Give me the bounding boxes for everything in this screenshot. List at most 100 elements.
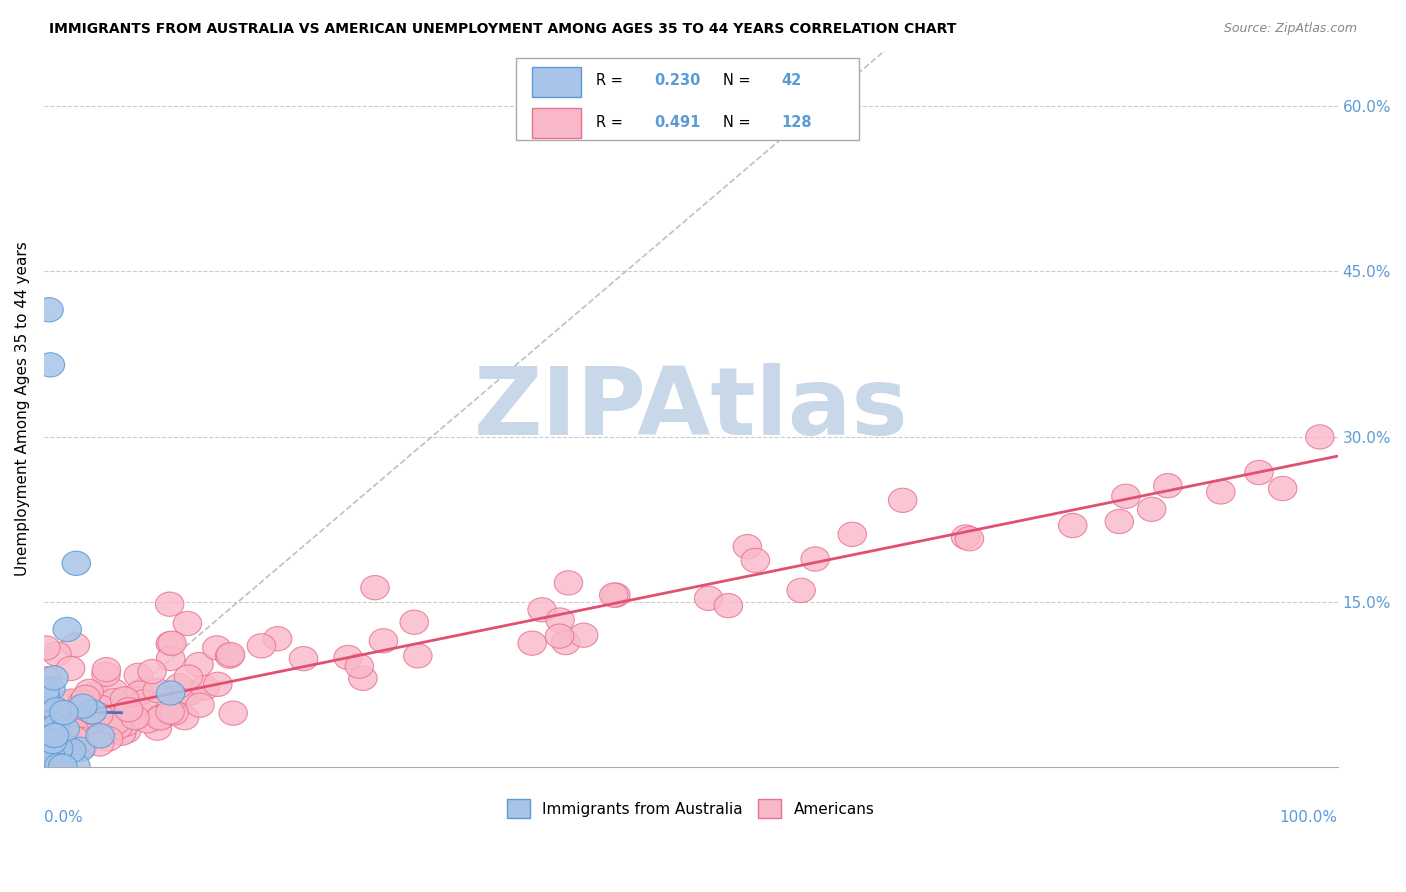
Ellipse shape — [124, 663, 153, 688]
Ellipse shape — [35, 298, 63, 322]
Ellipse shape — [361, 575, 389, 599]
Ellipse shape — [176, 681, 204, 705]
Ellipse shape — [69, 694, 97, 718]
Ellipse shape — [801, 547, 830, 571]
Ellipse shape — [156, 632, 184, 656]
Ellipse shape — [53, 729, 82, 753]
Ellipse shape — [42, 698, 70, 722]
Ellipse shape — [41, 723, 69, 747]
Ellipse shape — [63, 726, 91, 750]
Ellipse shape — [80, 722, 110, 747]
Ellipse shape — [955, 526, 984, 551]
Ellipse shape — [134, 709, 162, 733]
Ellipse shape — [45, 737, 73, 761]
Ellipse shape — [399, 610, 429, 634]
Ellipse shape — [60, 719, 89, 743]
Ellipse shape — [1137, 497, 1166, 522]
Text: 0.491: 0.491 — [655, 115, 702, 129]
Ellipse shape — [37, 352, 65, 377]
Ellipse shape — [76, 700, 105, 724]
Ellipse shape — [202, 636, 231, 660]
Ellipse shape — [695, 586, 723, 610]
Ellipse shape — [44, 739, 72, 764]
Text: 100.0%: 100.0% — [1279, 810, 1337, 825]
Ellipse shape — [191, 675, 219, 700]
Ellipse shape — [32, 731, 60, 755]
Ellipse shape — [32, 716, 60, 740]
Ellipse shape — [39, 710, 67, 734]
Ellipse shape — [35, 696, 63, 720]
Ellipse shape — [714, 593, 742, 618]
Ellipse shape — [53, 617, 82, 641]
Ellipse shape — [67, 705, 96, 729]
Ellipse shape — [58, 739, 86, 763]
Bar — [516, 58, 859, 140]
Text: R =: R = — [596, 115, 628, 129]
Ellipse shape — [49, 700, 79, 724]
Ellipse shape — [344, 654, 374, 678]
Ellipse shape — [138, 659, 166, 684]
Ellipse shape — [156, 700, 184, 724]
Ellipse shape — [143, 716, 172, 740]
Ellipse shape — [349, 666, 377, 690]
Text: 42: 42 — [782, 73, 801, 88]
Ellipse shape — [129, 690, 157, 714]
Text: 0.230: 0.230 — [655, 73, 702, 88]
Ellipse shape — [62, 754, 90, 779]
Ellipse shape — [94, 721, 122, 745]
Ellipse shape — [39, 739, 67, 764]
Ellipse shape — [404, 644, 432, 668]
Legend: Immigrants from Australia, Americans: Immigrants from Australia, Americans — [501, 793, 880, 824]
Ellipse shape — [333, 645, 363, 670]
Ellipse shape — [86, 731, 114, 756]
Ellipse shape — [517, 631, 547, 656]
Ellipse shape — [34, 731, 62, 755]
Ellipse shape — [42, 642, 72, 666]
Ellipse shape — [219, 701, 247, 725]
Ellipse shape — [38, 730, 67, 754]
Ellipse shape — [45, 747, 73, 771]
Ellipse shape — [32, 733, 60, 757]
Ellipse shape — [184, 652, 214, 677]
Ellipse shape — [42, 714, 70, 739]
Ellipse shape — [34, 718, 63, 742]
Ellipse shape — [32, 726, 60, 750]
Ellipse shape — [215, 644, 243, 668]
Ellipse shape — [599, 583, 628, 607]
Ellipse shape — [37, 733, 65, 757]
Ellipse shape — [107, 721, 136, 746]
Ellipse shape — [160, 701, 188, 725]
Ellipse shape — [93, 657, 121, 681]
Ellipse shape — [103, 710, 131, 734]
Ellipse shape — [91, 662, 120, 687]
Ellipse shape — [104, 715, 132, 739]
Ellipse shape — [125, 681, 153, 706]
Ellipse shape — [111, 712, 139, 737]
Ellipse shape — [569, 624, 598, 648]
Ellipse shape — [45, 754, 73, 778]
Ellipse shape — [146, 706, 174, 731]
Ellipse shape — [52, 736, 80, 760]
Ellipse shape — [838, 522, 866, 547]
Ellipse shape — [35, 749, 63, 774]
Ellipse shape — [69, 732, 97, 756]
Ellipse shape — [204, 673, 232, 697]
Ellipse shape — [52, 734, 80, 758]
Ellipse shape — [32, 727, 60, 751]
Ellipse shape — [87, 696, 115, 720]
Ellipse shape — [1206, 480, 1234, 504]
Ellipse shape — [1268, 476, 1296, 500]
Ellipse shape — [156, 592, 184, 616]
Ellipse shape — [170, 706, 198, 730]
Ellipse shape — [370, 629, 398, 653]
Ellipse shape — [37, 744, 65, 768]
Ellipse shape — [66, 727, 94, 751]
Ellipse shape — [56, 657, 84, 681]
Ellipse shape — [35, 751, 65, 776]
Ellipse shape — [169, 683, 197, 707]
Text: N =: N = — [723, 115, 755, 129]
Ellipse shape — [143, 679, 172, 703]
Ellipse shape — [55, 691, 83, 715]
Ellipse shape — [173, 611, 201, 636]
Ellipse shape — [889, 488, 917, 512]
